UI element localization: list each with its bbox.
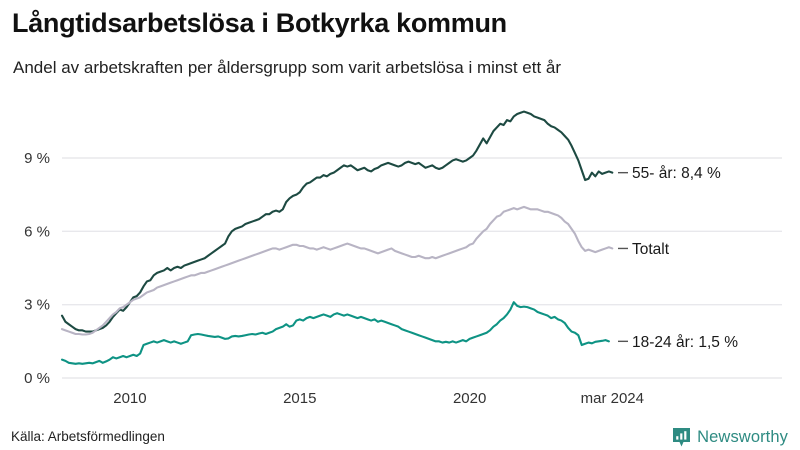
y-axis-tick-label: 0 % [24,370,50,387]
brand-name-label: Newsworthy [697,428,788,446]
series-label-1: Totalt [632,241,670,258]
gridlines-group [62,157,782,379]
series-line-1 [60,205,614,336]
y-axis-tick-label: 9 % [24,150,50,167]
series-labels-group: 55- år: 8,4 % Totalt 18-24 år: 1,5 % [618,165,738,351]
chart-subtitle: Andel av arbetskraften per åldersgrupp s… [13,58,562,77]
source-note: Källa: Arbetsförmedlingen [11,429,165,444]
y-axis-labels-group: 0 % 3 % 6 % 9 % [24,150,50,387]
x-axis-tick-label: 2010 [113,390,146,407]
series-label-2: 18-24 år: 1,5 % [632,334,738,351]
series-lines-group [60,110,614,365]
page-title: Långtidsarbetslösa i Botkyrka kommun [12,8,507,38]
series-line-2 [60,301,610,365]
y-axis-tick-label: 6 % [24,223,50,240]
series-line-0 [60,110,614,333]
x-axis-tick-label: mar 2024 [581,390,644,407]
newsworthy-brand: Newsworthy [672,427,788,448]
x-axis-tick-label: 2020 [453,390,486,407]
series-label-0: 55- år: 8,4 % [632,165,721,182]
x-axis-labels-group: 2010 2015 2020 mar 2024 [113,390,644,407]
x-axis-tick-label: 2015 [283,390,316,407]
bar-chart-logo-icon [673,428,691,447]
y-axis-tick-label: 3 % [24,297,50,314]
